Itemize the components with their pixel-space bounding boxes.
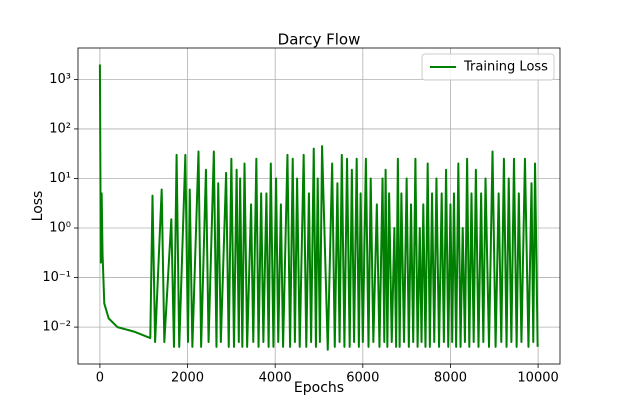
y-tick-label: 10¹ (49, 171, 71, 186)
x-axis-label: Epochs (294, 380, 344, 396)
x-tick-label: 10000 (517, 371, 558, 386)
y-tick-label: 10⁻² (42, 320, 71, 335)
legend-box (421, 53, 555, 81)
y-tick-label: 10⁻¹ (42, 270, 71, 285)
y-tick-label: 10⁰ (49, 221, 71, 236)
data-line (98, 64, 539, 351)
x-tick-label: 8000 (434, 371, 467, 386)
x-tick-label: 4000 (259, 371, 292, 386)
chart-title: Darcy Flow (278, 31, 361, 49)
y-tick-label: 10³ (49, 72, 71, 87)
x-tick-label: 6000 (346, 371, 379, 386)
legend-label: Training Loss (463, 60, 548, 75)
x-tick-label: 0 (96, 371, 104, 386)
plot-area (98, 64, 539, 351)
y-tick-label: 10² (49, 121, 71, 136)
y-axis-label: Loss (30, 191, 46, 222)
plot-frame (77, 47, 561, 365)
x-tick-label: 2000 (171, 371, 204, 386)
